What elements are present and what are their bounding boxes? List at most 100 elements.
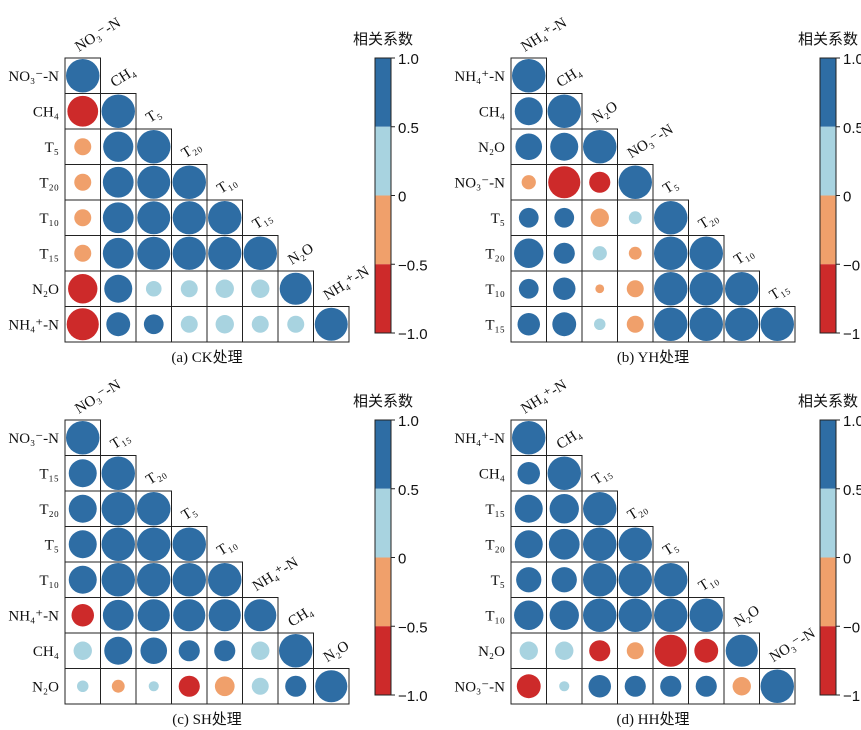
correlation-circle <box>654 634 687 667</box>
colorbar-tick-label: −1.0 <box>398 688 428 705</box>
panel-hh: NH₄⁺-NNH₄⁺-NCH₄CH₄T₁₅T₁₅T₂₀T₂₀T₅T₅T₁₀T₁₀… <box>454 377 861 728</box>
correlation-circle <box>725 307 759 341</box>
colorbar-tick-label: −0.5 <box>843 257 861 274</box>
correlation-circle <box>101 492 135 526</box>
correlation-circle <box>137 563 171 597</box>
correlation-circle <box>68 530 97 559</box>
colorbar-segment-weak-negative <box>375 557 391 627</box>
correlation-circle <box>517 313 540 336</box>
correlation-circle <box>215 315 234 334</box>
column-label-t5: T₅ <box>179 503 200 524</box>
column-label-t15: T₁₅ <box>589 464 614 488</box>
correlation-circle <box>101 563 135 597</box>
correlation-circle <box>66 59 100 93</box>
correlation-circle <box>102 237 134 269</box>
row-label-ch4: CH₄ <box>33 644 59 660</box>
correlation-circle <box>74 244 92 262</box>
column-label-no3minus-n: NO₃⁻-N <box>72 377 124 417</box>
correlation-circle <box>74 138 92 156</box>
column-label-t10: T₁₀ <box>214 173 239 197</box>
correlation-circle <box>555 641 574 660</box>
correlation-circle <box>654 201 688 235</box>
correlation-circle <box>654 272 688 306</box>
correlation-circle <box>595 284 605 294</box>
column-label-no3minus-n: NO₃⁻-N <box>625 121 677 161</box>
correlation-circle <box>68 274 98 304</box>
column-label-t15: T₁₅ <box>767 280 792 304</box>
column-label-t5: T₅ <box>660 176 681 197</box>
correlation-circle <box>583 130 617 164</box>
column-label-ch4: CH₄ <box>285 603 316 630</box>
correlation-circle <box>68 459 97 488</box>
column-label-t20: T₂₀ <box>143 464 168 488</box>
correlation-circle <box>279 634 313 668</box>
correlation-circle <box>208 599 241 632</box>
correlation-circle <box>106 312 131 337</box>
correlation-circle <box>173 599 206 632</box>
correlation-circle <box>725 272 759 306</box>
colorbar: 相关系数 1.0 0.5 0 −0.5 −1.0 <box>798 30 861 343</box>
correlation-circle <box>244 599 277 632</box>
column-label-nh4plus-n: NH₄⁺-N <box>518 15 570 55</box>
correlation-circle <box>68 494 97 523</box>
colorbar-title: 相关系数 <box>353 392 413 410</box>
correlation-circle <box>553 242 575 264</box>
row-label-nh4plus-n: NH₄⁺-N <box>454 69 505 85</box>
row-label-n2o: N₂O <box>478 140 505 156</box>
correlation-circle <box>760 669 794 703</box>
colorbar-tick-label: −1.0 <box>843 688 861 705</box>
colorbar-title: 相关系数 <box>353 30 413 48</box>
correlation-circle <box>654 307 688 341</box>
correlation-circle <box>137 236 171 270</box>
correlation-circle <box>732 677 751 696</box>
colorbar: 相关系数 1.0 0.5 0 −0.5 −1.0 <box>353 30 428 343</box>
column-label-t15: T₁₅ <box>108 429 133 453</box>
column-label-ch4: CH₄ <box>554 64 585 91</box>
correlation-circle <box>547 94 581 128</box>
column-label-n2o: N₂O <box>589 98 620 126</box>
correlation-circle <box>172 201 206 235</box>
row-label-t20: T₂₀ <box>485 246 505 262</box>
correlation-circle <box>145 280 162 297</box>
colorbar-segment-weak-negative <box>820 557 836 627</box>
correlation-circle <box>760 307 794 341</box>
correlation-circle <box>287 315 305 333</box>
column-label-nh4plus-n: NH₄⁺-N <box>518 377 570 417</box>
correlation-circle <box>101 456 135 490</box>
correlation-circle <box>694 638 719 663</box>
correlation-circle <box>102 202 134 234</box>
correlation-circle <box>137 130 171 164</box>
correlation-circle <box>517 462 540 485</box>
correlation-circle <box>590 208 609 227</box>
correlation-circle <box>137 201 171 235</box>
panel-caption: (d) HH处理 <box>617 711 690 728</box>
correlation-circle <box>519 641 538 660</box>
colorbar-tick-label: 1.0 <box>843 413 861 430</box>
correlation-circle <box>594 318 606 330</box>
correlation-circle <box>588 675 611 698</box>
colorbar-segment-strong-positive <box>820 420 836 489</box>
correlation-circle <box>583 563 617 597</box>
correlation-circle <box>583 527 617 561</box>
column-label-t20: T₂₀ <box>696 209 721 233</box>
correlation-circle <box>583 598 617 632</box>
correlation-circle <box>516 674 541 699</box>
correlation-circle <box>514 600 544 630</box>
column-label-no3minus-n: NO₃⁻-N <box>767 625 819 665</box>
colorbar-tick-label: −0.5 <box>398 257 428 274</box>
correlation-circle <box>208 236 242 270</box>
correlation-circle <box>314 307 348 341</box>
panel-ck: NO₃⁻-NNO₃⁻-NCH₄CH₄T₅T₅T₂₀T₂₀T₁₀T₁₀T₁₅T₁₅… <box>8 15 427 366</box>
panel-sh: NO₃⁻-N NO₃⁻-N T₁₅ T₁₅ T₂₀ T₂₀ T₅ T₅ T₁₀ T₁₀ NH₄⁺-N… <box>8 377 427 728</box>
row-label-t20: T₂₀ <box>39 502 59 518</box>
correlation-circle <box>104 274 133 303</box>
correlation-circle <box>172 165 206 199</box>
correlation-circle <box>148 681 159 692</box>
column-label-n2o: N₂O <box>321 638 352 666</box>
row-label-no3minus-n: NO₃⁻-N <box>454 175 505 191</box>
column-label-n2o: N₂O <box>285 240 316 268</box>
correlation-circle <box>103 131 134 162</box>
correlation-circle <box>172 236 206 270</box>
correlation-circle <box>66 308 99 341</box>
correlation-circle <box>518 278 539 299</box>
